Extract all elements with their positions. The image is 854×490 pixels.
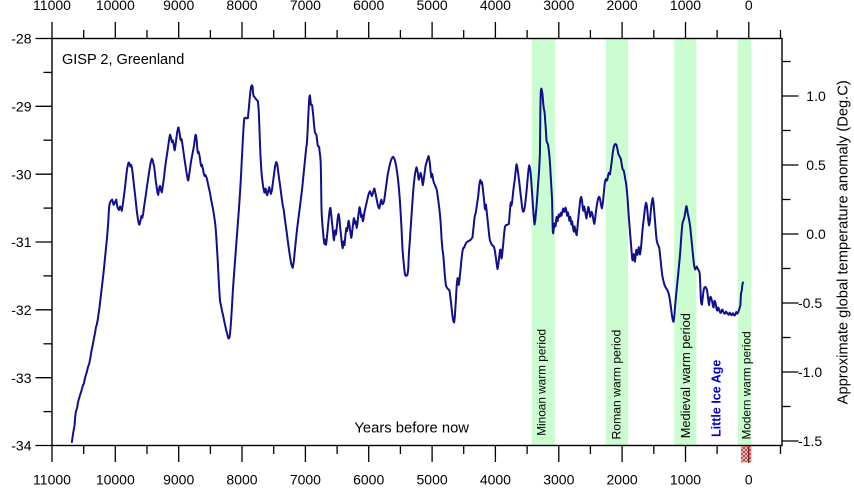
svg-text:-1.0: -1.0 — [798, 364, 822, 380]
svg-text:Minoan warm period: Minoan warm period — [534, 329, 548, 436]
svg-text:3000: 3000 — [543, 0, 574, 13]
svg-text:-34: -34 — [11, 438, 31, 454]
svg-text:10000: 10000 — [96, 471, 135, 487]
svg-text:0.0: 0.0 — [806, 226, 826, 242]
svg-text:0: 0 — [745, 0, 753, 13]
svg-text:7000: 7000 — [290, 471, 321, 487]
svg-text:1.0: 1.0 — [806, 88, 826, 104]
svg-text:4000: 4000 — [480, 0, 511, 13]
svg-text:6000: 6000 — [353, 0, 384, 13]
svg-text:9000: 9000 — [163, 0, 194, 13]
svg-text:-29: -29 — [11, 98, 31, 114]
svg-text:1000: 1000 — [670, 0, 701, 13]
svg-text:Medieval warm period: Medieval warm period — [678, 313, 693, 438]
svg-text:11000: 11000 — [33, 0, 71, 13]
svg-text:3000: 3000 — [543, 471, 574, 487]
svg-text:7000: 7000 — [290, 0, 321, 13]
svg-text:4000: 4000 — [480, 471, 511, 487]
svg-text:Little Ice Age: Little Ice Age — [710, 360, 724, 437]
svg-text:Approximate global temperature: Approximate global temperature anomaly (… — [835, 80, 851, 404]
svg-text:-28: -28 — [11, 31, 31, 47]
svg-text:10000: 10000 — [96, 0, 135, 13]
svg-text:-33: -33 — [11, 370, 31, 386]
svg-text:0.5: 0.5 — [806, 157, 826, 173]
svg-text:0: 0 — [745, 471, 753, 487]
svg-text:9000: 9000 — [163, 471, 194, 487]
svg-text:-1.5: -1.5 — [798, 433, 822, 449]
svg-text:1000: 1000 — [670, 471, 701, 487]
svg-text:Modern warm period: Modern warm period — [740, 331, 754, 439]
svg-text:2000: 2000 — [607, 471, 638, 487]
svg-text:5000: 5000 — [417, 0, 448, 13]
svg-text:Years before now: Years before now — [354, 421, 469, 437]
svg-text:5000: 5000 — [417, 471, 448, 487]
svg-text:-30: -30 — [11, 166, 31, 182]
svg-text:-32: -32 — [11, 302, 31, 318]
svg-text:11000: 11000 — [33, 471, 71, 487]
svg-text:6000: 6000 — [353, 471, 384, 487]
svg-text:2000: 2000 — [607, 0, 638, 13]
svg-text:8000: 8000 — [226, 471, 257, 487]
svg-text:8000: 8000 — [226, 0, 257, 13]
svg-text:-0.5: -0.5 — [798, 295, 822, 311]
svg-text:GISP 2, Greenland: GISP 2, Greenland — [62, 52, 184, 68]
svg-text:-31: -31 — [11, 234, 31, 250]
svg-text:Roman warm period: Roman warm period — [610, 330, 624, 440]
